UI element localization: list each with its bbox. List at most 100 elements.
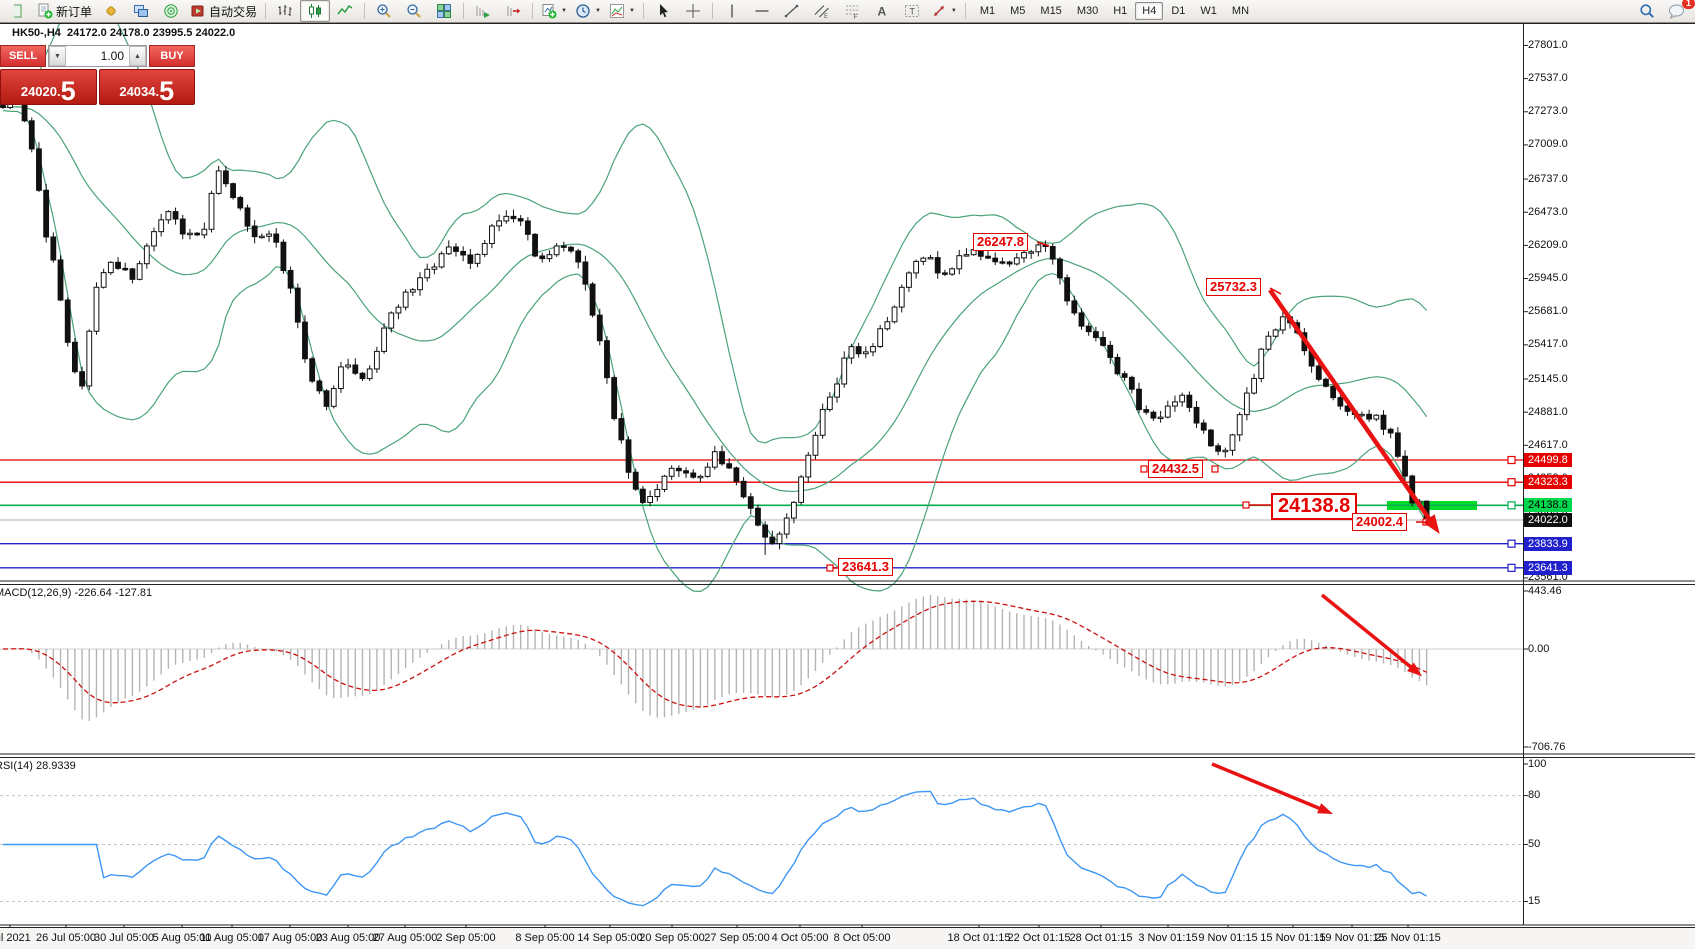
macd-pane[interactable] — [0, 584, 1523, 753]
buy-button[interactable]: BUY — [149, 45, 195, 67]
price-annotation[interactable]: 23641.3 — [838, 558, 893, 576]
time-axis-label: 8 Oct 05:00 — [833, 932, 891, 944]
market-radar-button[interactable] — [156, 0, 186, 22]
price-annotation[interactable]: 24138.8 — [1271, 493, 1358, 520]
time-axis-label: 3 Nov 01:15 — [1138, 932, 1198, 944]
sell-price-main: 24020 — [20, 84, 57, 99]
volume-increase-button[interactable]: ▲ — [129, 46, 146, 66]
zoom-out-icon — [406, 3, 422, 19]
chat-button[interactable]: 1 — [1662, 0, 1695, 22]
buy-price-dot: . — [155, 84, 160, 99]
toolbar-separator — [642, 3, 644, 19]
timeframe-button-h1[interactable]: H1 — [1113, 5, 1128, 17]
fibonacci-button[interactable]: F — [837, 0, 867, 22]
text-label-icon: T — [904, 3, 920, 19]
timeframe-button-m5[interactable]: M5 — [1010, 5, 1026, 17]
deposit-gold-button[interactable] — [96, 0, 126, 22]
zoom-in-icon — [376, 3, 392, 19]
window-partial-icon — [13, 3, 23, 19]
toolbar-button-label: 自动交易 — [209, 4, 258, 19]
deposit-gold-icon — [103, 3, 119, 19]
timeframe-group: M1 M5 M15 M30 H1 H4 D1 W1 MN — [973, 2, 1256, 20]
buy-price-box[interactable]: 24034. 5 — [98, 69, 195, 105]
line-chart-type-button[interactable] — [330, 0, 360, 22]
bar-chart-type-icon — [277, 3, 293, 19]
time-axis-label: 26 Jul 05:00 — [36, 932, 96, 944]
svg-text:E: E — [824, 14, 828, 19]
equidistant-channel-button[interactable]: E — [807, 0, 837, 22]
auto-scroll-button[interactable] — [468, 0, 498, 22]
timeframe-button-d1[interactable]: D1 — [1171, 5, 1186, 17]
trendline-icon — [784, 3, 800, 19]
volume-decrease-button[interactable]: ▼ — [49, 46, 66, 66]
bar-chart-type-button[interactable] — [270, 0, 300, 22]
time-axis-label: 22 Oct 01:15 — [1007, 932, 1071, 944]
cursor-icon — [655, 3, 671, 19]
new-chart-button[interactable]: ▼ — [537, 0, 571, 22]
text-button[interactable]: A — [867, 0, 897, 22]
profiles-clock-button[interactable]: ▼ — [571, 0, 605, 22]
vertical-line-button[interactable] — [717, 0, 747, 22]
terminal-windows-icon — [133, 3, 149, 19]
cursor-button[interactable] — [648, 0, 678, 22]
time-axis-label: 19 Nov 01:15 — [1319, 932, 1385, 944]
trendline-button[interactable] — [777, 0, 807, 22]
text-icon: A — [874, 3, 890, 19]
toolbar-separator — [711, 3, 713, 19]
market-radar-icon — [163, 3, 179, 19]
window-partial-button[interactable] — [3, 0, 33, 22]
volume-spinner: ▼ 1.00 ▲ — [48, 45, 147, 67]
new-order-button[interactable]: 新订单 — [33, 0, 96, 22]
timeframe-button-m15[interactable]: M15 — [1040, 5, 1062, 17]
time-axis-label: 20 Sep 05:00 — [639, 932, 705, 944]
svg-text:A: A — [877, 5, 886, 19]
autotrade-button[interactable]: 自动交易 — [186, 0, 261, 22]
terminal-windows-button[interactable] — [126, 0, 156, 22]
chart-shift-icon — [505, 3, 521, 19]
volume-input[interactable]: 1.00 — [100, 49, 124, 63]
time-axis-label: 14 Sep 05:00 — [577, 932, 643, 944]
timeframe-button-mn[interactable]: MN — [1231, 5, 1250, 17]
indicators-list-button[interactable]: ▼ — [605, 0, 639, 22]
autotrade-icon — [190, 3, 206, 19]
main-toolbar: 新订单 自动交易 ▼ ▼ ▼ E F A T ▼ M1 M5 M15 M30 H1 H4 D1 W1 MN 1 — [0, 0, 1695, 23]
svg-text:F: F — [853, 14, 857, 19]
time-axis-label: 2 Sep 05:00 — [436, 932, 496, 944]
candlestick-chart-type-icon — [307, 3, 323, 19]
sell-price-dot: . — [57, 84, 61, 99]
fibonacci-icon: F — [844, 3, 860, 19]
timeframe-button-h4[interactable]: H4 — [1135, 2, 1164, 20]
toolbar-separator — [364, 3, 366, 19]
crosshair-button[interactable] — [678, 0, 708, 22]
timeframe-button-m1[interactable]: M1 — [979, 5, 996, 17]
chevron-down-icon: ▼ — [628, 8, 635, 14]
chart-shift-button[interactable] — [498, 0, 528, 22]
sell-price-box[interactable]: 24020. 5 — [0, 69, 97, 105]
text-label-button[interactable]: T — [897, 0, 927, 22]
trade-row: SELL ▼ 1.00 ▲ BUY — [0, 45, 195, 67]
sell-price-frac: 5 — [60, 76, 76, 107]
price-annotation[interactable]: 24002.4 — [1352, 513, 1407, 531]
time-axis-label: 28 Oct 01:15 — [1069, 932, 1133, 944]
macd-label: MACD(12,26,9) -226.64 -127.81 — [0, 587, 153, 599]
search-button[interactable] — [1632, 0, 1662, 22]
time-axis-label: 27 Sep 05:00 — [704, 932, 770, 944]
candlestick-chart-type-button[interactable] — [300, 0, 331, 22]
notification-badge: 1 — [1682, 0, 1695, 9]
zoom-in-button[interactable] — [369, 0, 399, 22]
price-annotation[interactable]: 26247.8 — [973, 233, 1028, 251]
buy-price-main: 24034 — [119, 84, 156, 99]
price-annotation[interactable]: 24432.5 — [1148, 460, 1203, 478]
horizontal-line-button[interactable] — [747, 0, 777, 22]
price-boxes: 24020. 5 24034. 5 — [0, 69, 195, 105]
rsi-pane[interactable] — [0, 758, 1523, 924]
zoom-out-button[interactable] — [399, 0, 429, 22]
timeframe-button-m30[interactable]: M30 — [1076, 5, 1099, 17]
price-annotation[interactable]: 25732.3 — [1206, 278, 1261, 296]
timeframe-button-w1[interactable]: W1 — [1200, 5, 1217, 17]
sell-button[interactable]: SELL — [0, 45, 46, 67]
tile-windows-button[interactable] — [429, 0, 459, 22]
arrows-button[interactable]: ▼ — [927, 0, 961, 22]
